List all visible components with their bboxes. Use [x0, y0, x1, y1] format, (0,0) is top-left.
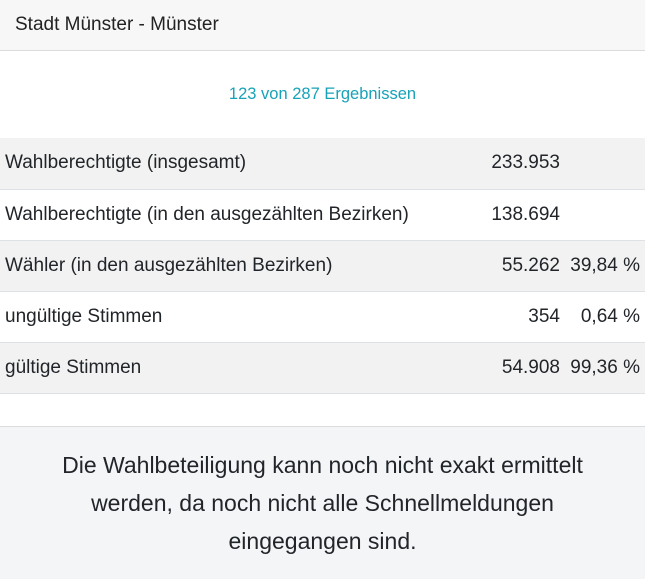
table-row: gültige Stimmen 54.908 99,36 %	[0, 342, 645, 394]
row-label: Wahlberechtigte (in den ausgezählten Bez…	[0, 189, 450, 241]
row-percent: 39,84 %	[565, 240, 645, 292]
row-percent	[565, 189, 645, 241]
row-value: 54.908	[450, 342, 565, 394]
table-row: Wahlberechtigte (insgesamt) 233.953	[0, 138, 645, 190]
page-header: Stadt Münster - Münster	[0, 0, 645, 51]
section-divider	[0, 394, 645, 427]
row-percent: 0,64 %	[565, 291, 645, 343]
table-row: ungültige Stimmen 354 0,64 %	[0, 291, 645, 343]
row-value: 233.953	[450, 138, 565, 190]
page-title: Stadt Münster - Münster	[15, 14, 219, 35]
row-percent: 99,36 %	[565, 342, 645, 394]
row-value: 55.262	[450, 240, 565, 292]
election-stats-table: Wahlberechtigte (insgesamt) 233.953 Wahl…	[0, 138, 645, 394]
row-label: Wahlberechtigte (insgesamt)	[0, 138, 450, 190]
row-label: ungültige Stimmen	[0, 291, 450, 343]
table-row: Wähler (in den ausgezählten Bezirken) 55…	[0, 240, 645, 292]
row-value: 138.694	[450, 189, 565, 241]
row-value: 354	[450, 291, 565, 343]
row-label: Wähler (in den ausgezählten Bezirken)	[0, 240, 450, 292]
notice-text: Die Wahlbeteiligung kann noch nicht exak…	[62, 451, 583, 554]
row-percent	[565, 138, 645, 190]
results-count-text: 123 von 287 Ergebnissen	[228, 85, 417, 103]
turnout-notice: Die Wahlbeteiligung kann noch nicht exak…	[0, 426, 645, 579]
results-counter: 123 von 287 Ergebnissen	[0, 51, 645, 138]
row-label: gültige Stimmen	[0, 342, 450, 394]
table-row: Wahlberechtigte (in den ausgezählten Bez…	[0, 189, 645, 241]
